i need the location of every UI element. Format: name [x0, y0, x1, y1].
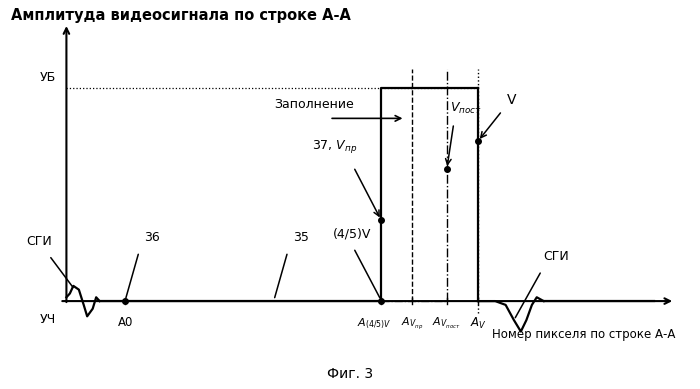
Text: $A_{V_{пост}}$: $A_{V_{пост}}$	[433, 316, 461, 331]
Text: A0: A0	[118, 316, 133, 329]
Text: СГИ: СГИ	[543, 250, 568, 263]
Text: V: V	[507, 93, 517, 107]
Text: Номер пикселя по строке А-А: Номер пикселя по строке А-А	[491, 328, 675, 341]
Text: $V_{пост}$: $V_{пост}$	[450, 100, 482, 116]
Text: УБ: УБ	[40, 71, 56, 84]
Text: Фиг. 3: Фиг. 3	[327, 367, 373, 381]
Text: Заполнение: Заполнение	[274, 98, 354, 111]
Text: $A_V$: $A_V$	[470, 316, 486, 331]
Text: (4/5)V: (4/5)V	[332, 227, 371, 240]
Text: $A_{V_{пр}}$: $A_{V_{пр}}$	[401, 316, 424, 332]
Text: 36: 36	[145, 231, 160, 244]
Text: 35: 35	[293, 231, 309, 244]
Text: СГИ: СГИ	[26, 235, 52, 248]
Text: УЧ: УЧ	[40, 312, 56, 326]
Text: 37, $V_{пр}$: 37, $V_{пр}$	[312, 138, 357, 155]
Text: $A_{(4/5)V}$: $A_{(4/5)V}$	[357, 316, 391, 331]
Text: Амплитуда видеосигнала по строке А-А: Амплитуда видеосигнала по строке А-А	[11, 8, 351, 23]
